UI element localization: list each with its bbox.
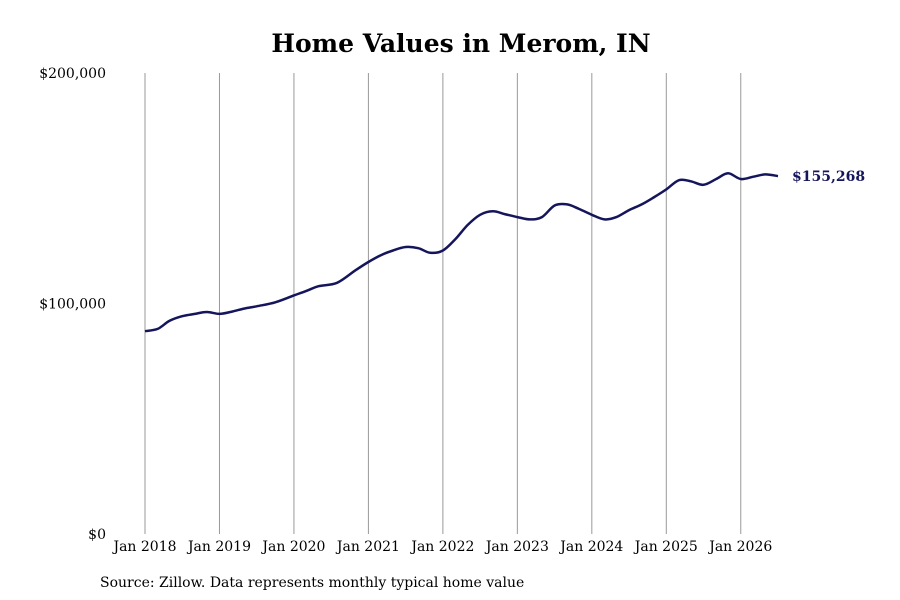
x-tick-label-0: Jan 2018	[111, 539, 176, 555]
x-tick-label-8: Jan 2026	[707, 539, 772, 555]
x-tick-label-7: Jan 2025	[633, 539, 698, 555]
series-lines	[144, 172, 779, 333]
x-tick-label-4: Jan 2022	[409, 539, 474, 555]
y-axis-tick-labels: $0 $100,000 $200,000	[39, 66, 106, 543]
x-axis-tick-labels: Jan 2018 Jan 2019 Jan 2020 Jan 2021 Jan 2022…	[111, 539, 772, 555]
chart-title: Home Values in Merom, IN	[271, 29, 650, 58]
x-tick-label-1: Jan 2019	[186, 539, 251, 555]
x-tick-label-6: Jan 2024	[558, 539, 623, 555]
y-tick-label-2: $200,000	[39, 66, 106, 82]
y-tick-label-0: $0	[88, 527, 106, 543]
series-line-0	[144, 172, 779, 333]
latest-value-label: $155,268	[792, 169, 865, 185]
source-note: Source: Zillow. Data represents monthly …	[100, 575, 524, 591]
x-tick-label-2: Jan 2020	[260, 539, 325, 555]
y-tick-label-1: $100,000	[39, 297, 106, 313]
x-tick-label-3: Jan 2021	[335, 539, 400, 555]
x-tick-label-5: Jan 2023	[484, 539, 549, 555]
vertical-gridlines	[144, 73, 742, 534]
